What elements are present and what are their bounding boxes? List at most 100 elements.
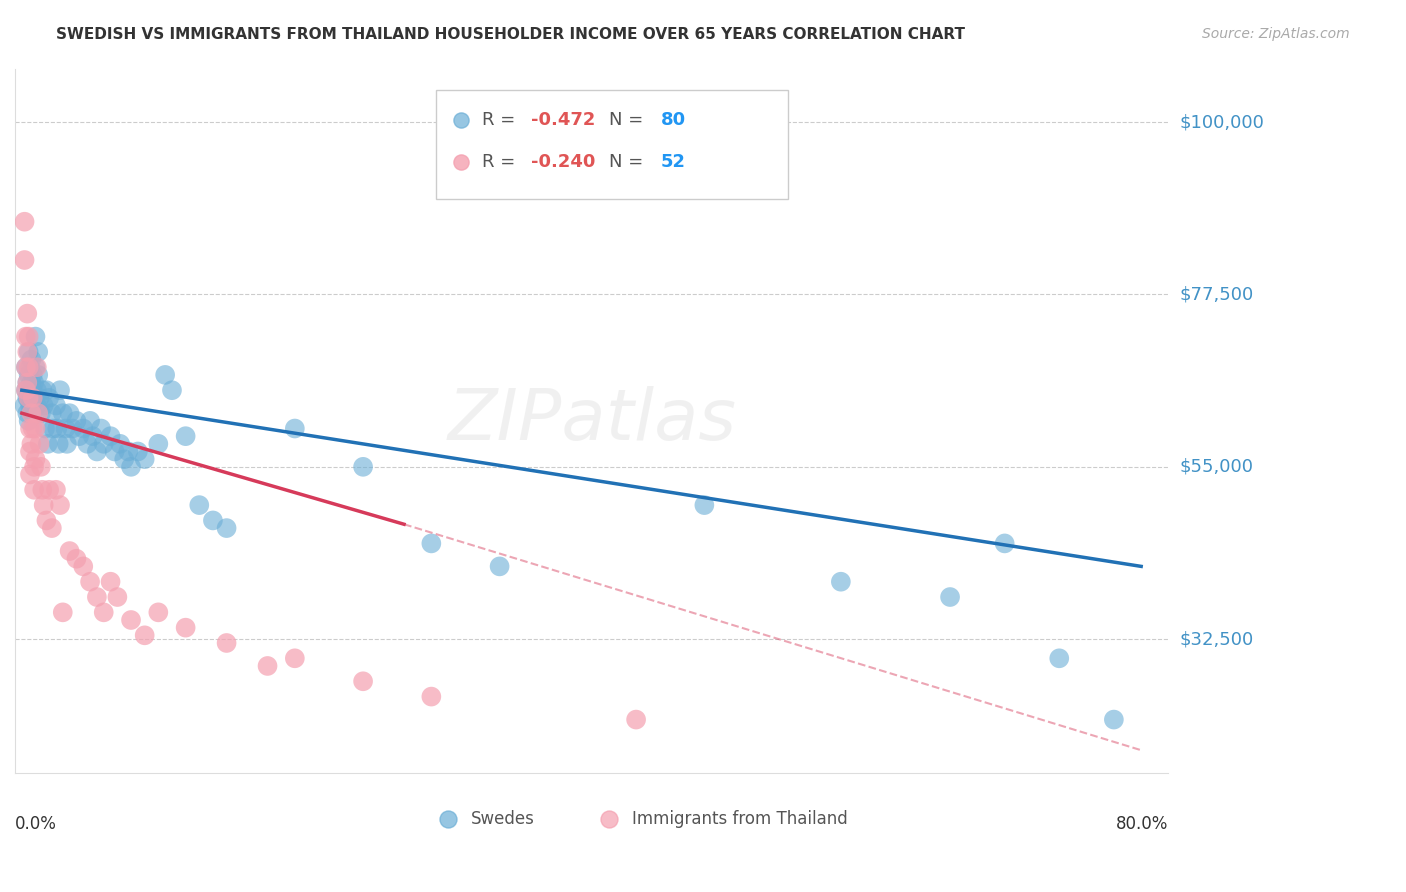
Point (174, 429, 197, 443)
Point (830, 574, 852, 589)
Point (14, 383, 37, 397)
FancyBboxPatch shape (436, 90, 787, 199)
Point (17, 414, 39, 428)
Point (714, 881, 737, 892)
Point (18, 360, 41, 375)
Point (15, 391, 38, 405)
Point (120, 459, 142, 474)
Text: $32,500: $32,500 (1180, 630, 1254, 648)
Point (148, 605, 170, 619)
Point (14, 360, 37, 375)
Text: N =: N = (609, 153, 650, 171)
Point (59, 544, 82, 558)
Point (49, 383, 72, 397)
Point (352, 459, 374, 474)
Point (82, 429, 104, 443)
Point (24, 360, 46, 375)
Point (127, 444, 149, 458)
Text: R =: R = (482, 153, 522, 171)
Point (65, 414, 87, 428)
Text: $77,500: $77,500 (1180, 285, 1254, 303)
Point (15, 307, 38, 321)
Point (939, 590, 962, 604)
Point (25, 360, 48, 375)
Point (65, 551, 87, 566)
Point (284, 651, 307, 665)
Point (49, 498, 72, 512)
Point (35, 513, 58, 527)
Point (22, 483, 45, 497)
Point (35, 383, 58, 397)
Point (17, 329, 39, 343)
Point (352, 674, 374, 689)
Point (108, 437, 131, 451)
Text: SWEDISH VS IMMIGRANTS FROM THAILAND HOUSEHOLDER INCOME OVER 65 YEARS CORRELATION: SWEDISH VS IMMIGRANTS FROM THAILAND HOUS… (56, 27, 966, 42)
Point (18, 467, 41, 482)
Point (20, 406, 42, 420)
Point (112, 452, 135, 467)
Text: Immigrants from Thailand: Immigrants from Thailand (633, 810, 848, 828)
Point (994, 536, 1017, 550)
Point (15, 406, 38, 420)
Point (134, 452, 156, 467)
Point (117, 444, 139, 458)
Point (20, 399, 42, 413)
Point (15, 345, 38, 359)
Text: 52: 52 (661, 153, 686, 171)
Point (34, 421, 56, 435)
Point (90, 421, 112, 435)
Point (32, 498, 55, 512)
Point (27, 406, 49, 420)
Point (86, 590, 108, 604)
Point (42, 421, 65, 435)
Point (18, 444, 41, 458)
Text: $55,000: $55,000 (1180, 458, 1254, 475)
Point (22, 459, 45, 474)
Point (28, 437, 51, 451)
Point (25, 383, 48, 397)
Point (201, 513, 224, 527)
Text: ZIPatlas: ZIPatlas (447, 386, 737, 455)
Point (93, 605, 115, 619)
Point (104, 444, 127, 458)
Point (41, 521, 63, 535)
Point (30, 406, 52, 420)
Point (25, 399, 48, 413)
Point (38, 391, 60, 405)
Point (17, 345, 39, 359)
Point (18, 421, 41, 435)
Point (22, 391, 45, 405)
Point (17, 360, 39, 375)
Point (188, 498, 211, 512)
Text: Swedes: Swedes (471, 810, 534, 828)
Point (153, 368, 176, 382)
Point (56, 437, 79, 451)
Point (55, 421, 77, 435)
Point (215, 521, 238, 535)
Point (27, 368, 49, 382)
Point (46, 421, 69, 435)
Point (17, 391, 39, 405)
Point (32, 399, 55, 413)
Point (60, 421, 83, 435)
Point (37, 437, 59, 451)
Point (52, 406, 75, 420)
Point (284, 421, 307, 435)
Point (120, 613, 142, 627)
Point (420, 690, 443, 704)
Point (148, 437, 170, 451)
Point (17, 368, 39, 382)
Point (72, 421, 94, 435)
Point (13, 215, 35, 229)
Point (31, 483, 53, 497)
Point (693, 498, 716, 512)
Point (14, 383, 37, 397)
Point (538, 881, 561, 892)
Point (21, 391, 44, 405)
Point (105, 590, 128, 604)
Point (20, 376, 42, 390)
Point (30, 459, 52, 474)
Point (52, 605, 75, 619)
Point (13, 252, 35, 267)
Point (15, 376, 38, 390)
